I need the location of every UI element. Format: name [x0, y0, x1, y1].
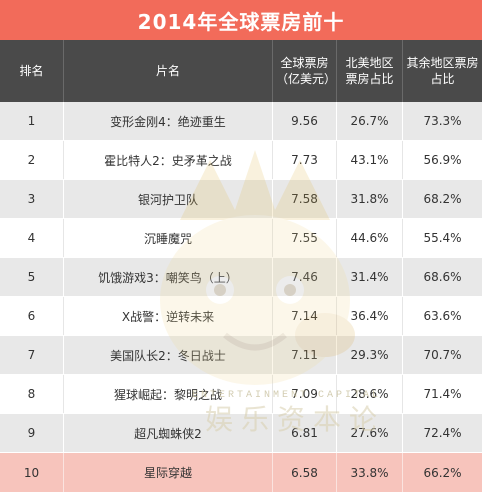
- table-row: 1 变形金刚4：绝迹重生 9.56 26.7% 73.3%: [0, 102, 482, 141]
- cell-rank: 3: [0, 180, 64, 218]
- cell-rank: 7: [0, 336, 64, 374]
- cell-gross: 7.55: [273, 219, 337, 257]
- cell-film: 银河护卫队: [64, 180, 273, 218]
- cell-gross: 6.58: [273, 453, 337, 492]
- cell-rank: 6: [0, 297, 64, 335]
- cell-film: 沉睡魔咒: [64, 219, 273, 257]
- table-row: 8 猩球崛起：黎明之战 7.09 28.6% 71.4%: [0, 375, 482, 414]
- page-title: 2014年全球票房前十: [0, 0, 482, 40]
- cell-rank: 8: [0, 375, 64, 413]
- cell-film: 超凡蜘蛛侠2: [64, 414, 273, 452]
- cell-na-share: 36.4%: [337, 297, 403, 335]
- cell-other-share: 71.4%: [423, 387, 462, 401]
- table-row: 9 超凡蜘蛛侠2 6.81 27.6% 72.4%: [0, 414, 482, 453]
- cell-gross: 7.09: [273, 375, 337, 413]
- cell-gross: 7.73: [273, 141, 337, 179]
- header-gross: 全球票房（亿美元）: [273, 40, 337, 102]
- cell-gross: 9.56: [273, 102, 337, 140]
- cell-other-share: 70.7%: [423, 348, 462, 362]
- table-row: 7 美国队长2：冬日战士 7.11 29.3% 70.7%: [0, 336, 482, 375]
- cell-film: 饥饿游戏3：嘲笑鸟（上）: [64, 258, 273, 296]
- table-row: 6 X战警：逆转未来 7.14 36.4% 63.6%: [0, 297, 482, 336]
- cell-na-share: 44.6%: [337, 219, 403, 257]
- cell-na-share: 28.6%: [337, 375, 403, 413]
- cell-other-share: 72.4%: [423, 426, 462, 440]
- header-rank: 排名: [0, 40, 64, 102]
- table-header: 排名 片名 全球票房（亿美元） 北美地区票房占比 其余地区票房占比: [0, 40, 482, 102]
- table-row: 3 银河护卫队 7.58 31.8% 68.2%: [0, 180, 482, 219]
- cell-film: X战警：逆转未来: [64, 297, 273, 335]
- cell-rank: 10: [0, 453, 64, 492]
- cell-film: 霍比特人2：史矛革之战: [64, 141, 273, 179]
- table-row: 5 饥饿游戏3：嘲笑鸟（上） 7.46 31.4% 68.6%: [0, 258, 482, 297]
- table-row: 4 沉睡魔咒 7.55 44.6% 55.4%: [0, 219, 482, 258]
- cell-other-share: 55.4%: [423, 231, 462, 245]
- watermark-chinese: 娱乐资本论: [205, 403, 386, 436]
- cell-rank: 9: [0, 414, 64, 452]
- cell-rank: 1: [0, 102, 64, 140]
- table-body: 1 变形金刚4：绝迹重生 9.56 26.7% 73.3% 2 霍比特人2：史矛…: [0, 102, 482, 493]
- cell-gross: 7.46: [273, 258, 337, 296]
- watermark-english: ENTERTAINMENT CAPITAL: [192, 390, 382, 401]
- cell-film: 变形金刚4：绝迹重生: [64, 102, 273, 140]
- cell-na-share: 43.1%: [337, 141, 403, 179]
- cell-gross: 6.81: [273, 414, 337, 452]
- cell-other-share: 68.2%: [423, 192, 462, 206]
- cell-rank: 5: [0, 258, 64, 296]
- cell-other-share: 56.9%: [423, 153, 462, 167]
- cell-film: 星际穿越: [64, 453, 273, 492]
- cell-gross: 7.14: [273, 297, 337, 335]
- cell-na-share: 27.6%: [337, 414, 403, 452]
- cell-na-share: 26.7%: [337, 102, 403, 140]
- header-film: 片名: [64, 40, 273, 102]
- cell-gross: 7.11: [273, 336, 337, 374]
- cell-film: 美国队长2：冬日战士: [64, 336, 273, 374]
- cell-na-share: 31.8%: [337, 180, 403, 218]
- cell-other-share: 66.2%: [423, 465, 462, 480]
- cell-na-share: 29.3%: [337, 336, 403, 374]
- cell-other-share: 73.3%: [423, 114, 462, 128]
- cell-other-share: 63.6%: [423, 309, 462, 323]
- header-other-share: 其余地区票房占比: [406, 56, 479, 86]
- cell-rank: 2: [0, 141, 64, 179]
- table-row: 2 霍比特人2：史矛革之战 7.73 43.1% 56.9%: [0, 141, 482, 180]
- cell-rank: 4: [0, 219, 64, 257]
- cell-gross: 7.58: [273, 180, 337, 218]
- cell-na-share: 31.4%: [337, 258, 403, 296]
- cell-film: 猩球崛起：黎明之战: [64, 375, 273, 413]
- cell-other-share: 68.6%: [423, 270, 462, 284]
- header-na-share: 北美地区票房占比: [337, 40, 403, 102]
- cell-na-share: 33.8%: [337, 453, 403, 492]
- table-row-highlighted: 10 星际穿越 6.58 33.8% 66.2%: [0, 453, 482, 493]
